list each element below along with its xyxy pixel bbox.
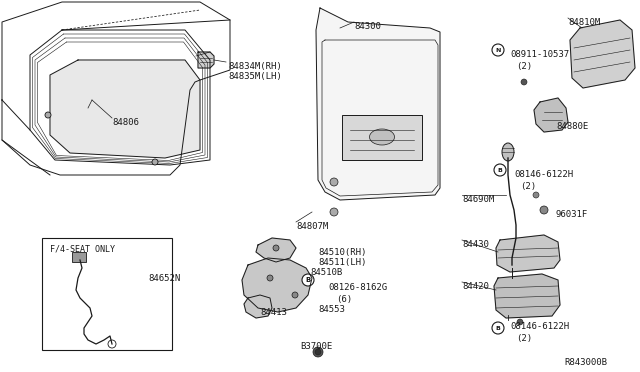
Text: R843000B: R843000B bbox=[564, 358, 607, 367]
Text: B: B bbox=[305, 277, 310, 283]
Polygon shape bbox=[242, 258, 312, 312]
Polygon shape bbox=[244, 295, 272, 318]
Text: 96031F: 96031F bbox=[556, 210, 588, 219]
Text: 84835M(LH): 84835M(LH) bbox=[228, 72, 282, 81]
Circle shape bbox=[330, 178, 338, 186]
Text: B3700E: B3700E bbox=[300, 342, 332, 351]
Circle shape bbox=[273, 245, 279, 251]
Circle shape bbox=[492, 44, 504, 56]
Bar bbox=[342, 115, 422, 160]
Polygon shape bbox=[494, 274, 560, 318]
Ellipse shape bbox=[369, 129, 394, 145]
Bar bbox=[72, 252, 86, 262]
Text: B: B bbox=[497, 167, 502, 173]
Text: 84510B: 84510B bbox=[310, 268, 342, 277]
Text: 84834M(RH): 84834M(RH) bbox=[228, 62, 282, 71]
Text: 84510(RH): 84510(RH) bbox=[318, 248, 366, 257]
Text: 84807M: 84807M bbox=[296, 222, 328, 231]
Text: (2): (2) bbox=[516, 62, 532, 71]
Circle shape bbox=[533, 192, 539, 198]
Text: 08126-8162G: 08126-8162G bbox=[328, 283, 387, 292]
Text: 84810M: 84810M bbox=[568, 18, 600, 27]
Circle shape bbox=[330, 208, 338, 216]
Circle shape bbox=[152, 159, 158, 165]
Circle shape bbox=[492, 322, 504, 334]
Circle shape bbox=[313, 347, 323, 357]
Text: 84690M: 84690M bbox=[462, 195, 494, 204]
Text: (6): (6) bbox=[336, 295, 352, 304]
Polygon shape bbox=[570, 20, 635, 88]
Text: N: N bbox=[495, 48, 500, 52]
Circle shape bbox=[517, 319, 523, 325]
Text: 84806: 84806 bbox=[112, 118, 139, 127]
Polygon shape bbox=[256, 238, 296, 262]
Circle shape bbox=[521, 79, 527, 85]
Text: (2): (2) bbox=[520, 182, 536, 191]
Circle shape bbox=[302, 274, 314, 286]
Text: 84652N: 84652N bbox=[148, 274, 180, 283]
Polygon shape bbox=[50, 60, 200, 158]
Text: 84420: 84420 bbox=[462, 282, 489, 291]
Text: 08146-6122H: 08146-6122H bbox=[510, 322, 569, 331]
Text: F/4-SEAT ONLY: F/4-SEAT ONLY bbox=[50, 244, 115, 253]
Polygon shape bbox=[316, 8, 440, 200]
Circle shape bbox=[267, 275, 273, 281]
Text: 84880E: 84880E bbox=[556, 122, 588, 131]
Bar bbox=[42, 238, 172, 350]
Polygon shape bbox=[496, 235, 560, 272]
Text: 84553: 84553 bbox=[318, 305, 345, 314]
Text: 08911-10537: 08911-10537 bbox=[510, 50, 569, 59]
Text: 84511(LH): 84511(LH) bbox=[318, 258, 366, 267]
Circle shape bbox=[315, 349, 321, 355]
Circle shape bbox=[540, 206, 548, 214]
Text: 84413: 84413 bbox=[260, 308, 287, 317]
Circle shape bbox=[494, 164, 506, 176]
Text: B: B bbox=[495, 326, 500, 330]
Text: 08146-6122H: 08146-6122H bbox=[514, 170, 573, 179]
Ellipse shape bbox=[502, 143, 514, 161]
Circle shape bbox=[45, 112, 51, 118]
Polygon shape bbox=[534, 98, 568, 132]
Polygon shape bbox=[198, 52, 214, 68]
Text: (2): (2) bbox=[516, 334, 532, 343]
Circle shape bbox=[292, 292, 298, 298]
Text: 84430: 84430 bbox=[462, 240, 489, 249]
Text: 84300: 84300 bbox=[354, 22, 381, 31]
